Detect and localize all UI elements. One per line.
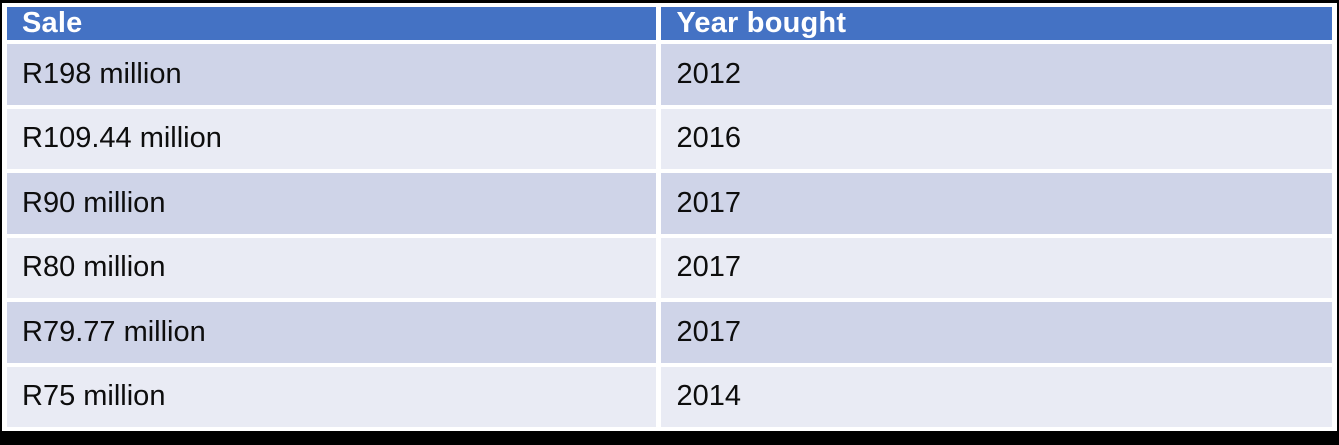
year-bought-cell: 2016: [661, 108, 1332, 169]
sale-cell: R90 million: [7, 173, 657, 234]
year-bought-cell: 2012: [661, 44, 1332, 105]
table-background: Sale Year bought R198 million 2012 R109.…: [2, 3, 1337, 431]
table-row: R75 million 2014: [7, 366, 1332, 427]
column-header-sale: Sale: [7, 7, 657, 40]
year-bought-cell: 2017: [661, 302, 1332, 363]
table-row: R90 million 2017: [7, 173, 1332, 234]
column-header-year-bought: Year bought: [661, 7, 1332, 40]
sale-cell: R109.44 million: [7, 108, 657, 169]
year-bought-cell: 2014: [661, 366, 1332, 427]
year-bought-cell: 2017: [661, 173, 1332, 234]
sales-table: Sale Year bought R198 million 2012 R109.…: [2, 3, 1337, 431]
table-row: R80 million 2017: [7, 237, 1332, 298]
table-row: R79.77 million 2017: [7, 302, 1332, 363]
table-row: R198 million 2012: [7, 44, 1332, 105]
table-row: R109.44 million 2016: [7, 108, 1332, 169]
header-row: Sale Year bought: [7, 7, 1332, 40]
sale-cell: R198 million: [7, 44, 657, 105]
sale-cell: R79.77 million: [7, 302, 657, 363]
year-bought-cell: 2017: [661, 237, 1332, 298]
sale-cell: R80 million: [7, 237, 657, 298]
sale-cell: R75 million: [7, 366, 657, 427]
